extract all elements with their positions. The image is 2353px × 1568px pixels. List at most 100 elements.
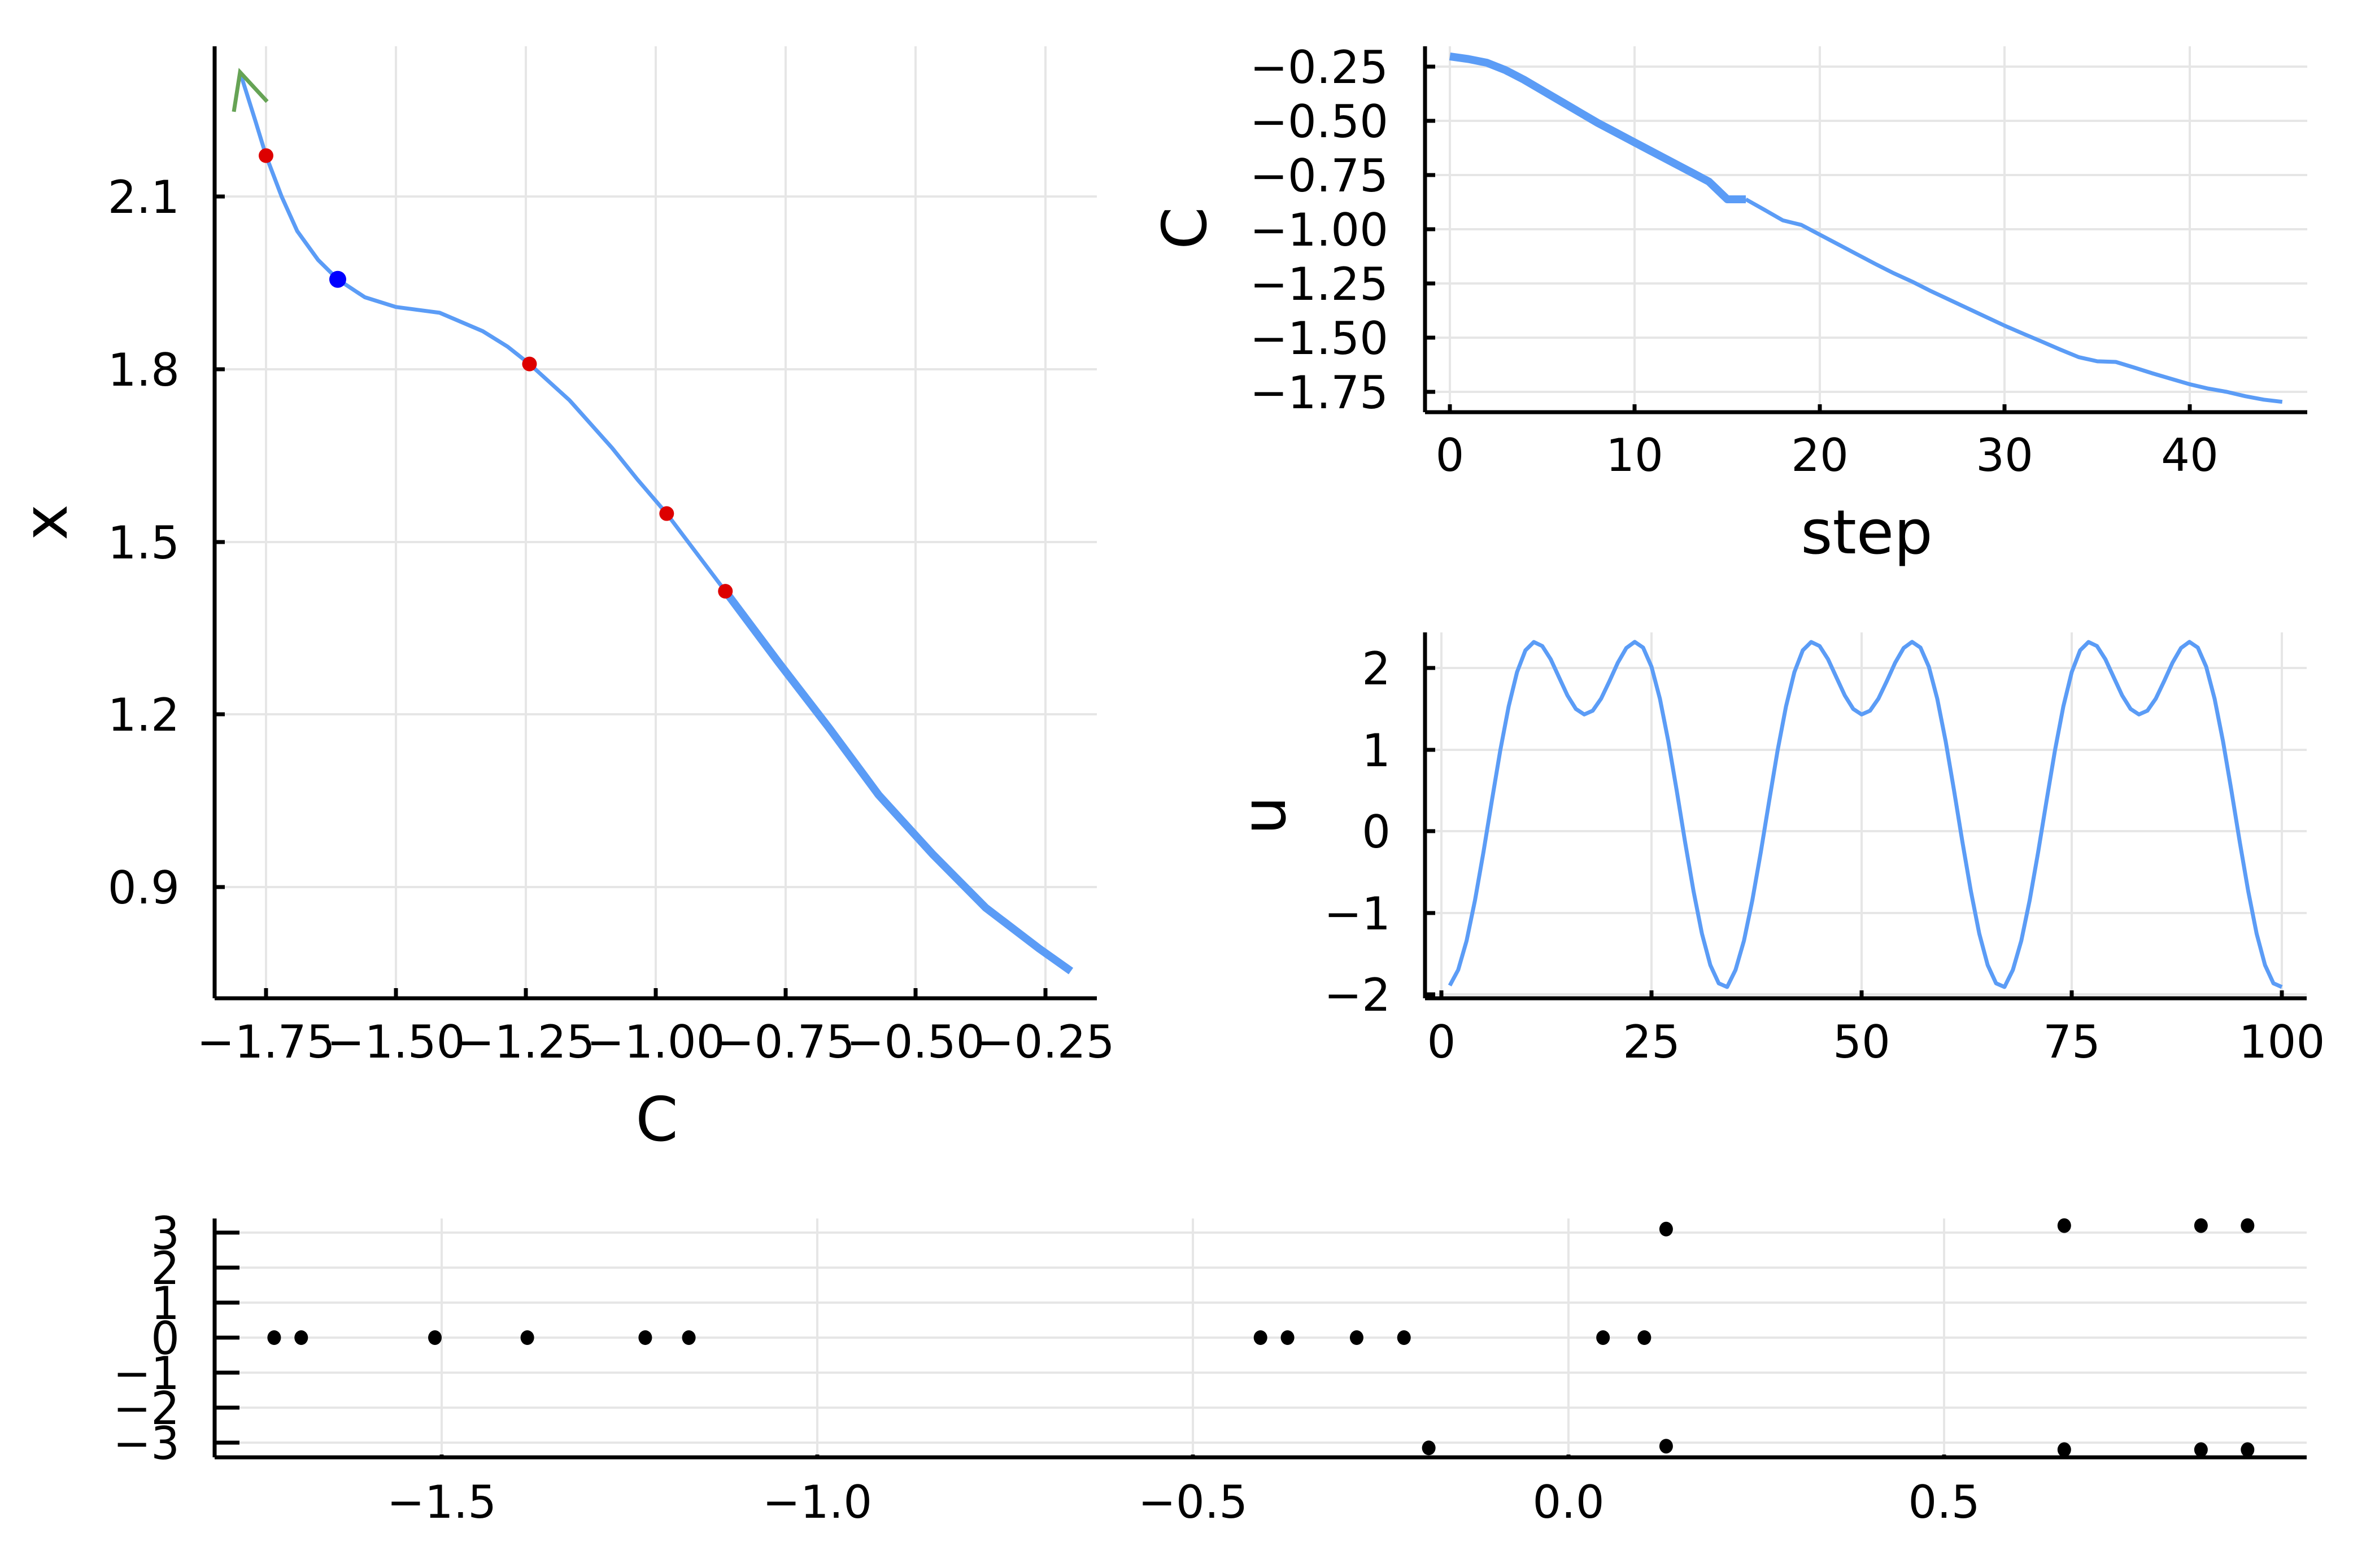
scatter-point xyxy=(1596,1330,1610,1345)
x-tick-label: −0.5 xyxy=(1138,1476,1248,1528)
x-tick-labels: −1.75 −1.50 −1.25 −1.00 −0.75 −0.50 −0.2… xyxy=(197,1016,1114,1068)
y-tick-label: −1.75 xyxy=(1250,366,1388,419)
series-layer xyxy=(232,68,1074,975)
panel-top-right-history: 0 10 20 30 40 −0.25 −0.50 −0.75 −1.00 −1… xyxy=(1150,41,2307,568)
grid xyxy=(1425,632,2307,998)
x-tick-label: 10 xyxy=(1606,429,1663,482)
special-point-marker xyxy=(659,506,674,521)
x-tick-label: 0.0 xyxy=(1532,1476,1604,1528)
x-tick-label: 30 xyxy=(1976,429,2033,482)
y-tick-labels: −0.25 −0.50 −0.75 −1.00 −1.25 −1.50 −1.7… xyxy=(1250,41,1388,419)
x-tick-labels: −1.5 −1.0 −0.5 0.0 0.5 xyxy=(387,1476,1980,1528)
scatter-point xyxy=(267,1330,281,1345)
scatter-point xyxy=(2057,1218,2071,1233)
scatter-point xyxy=(1397,1330,1411,1345)
y-tick-label: 1.8 xyxy=(108,344,180,396)
y-tick-labels: 2 1 0 −1 −2 xyxy=(1324,643,1391,1021)
scatter-point xyxy=(1659,1439,1673,1454)
special-point-marker xyxy=(522,356,537,372)
y-tick-label: −1 xyxy=(113,1347,180,1400)
line-series-C-history-thick xyxy=(1449,53,1746,204)
x-axis-label: step xyxy=(1801,497,1933,568)
x-tick-labels: 0 10 20 30 40 xyxy=(1436,429,2219,482)
scatter-point xyxy=(1280,1330,1295,1345)
tick-marks xyxy=(1425,64,2192,412)
y-axis-label: C xyxy=(1150,207,1221,249)
scatter-point xyxy=(1349,1330,1363,1345)
y-tick-label: −2 xyxy=(1324,969,1391,1021)
tick-marks xyxy=(1425,666,2284,998)
y-tick-label: 1.5 xyxy=(108,517,180,569)
line-series-branch xyxy=(238,71,727,593)
x-tick-label: −1.5 xyxy=(387,1476,496,1528)
scatter-point xyxy=(1659,1221,1673,1237)
direction-arrow-icon xyxy=(232,68,269,112)
y-tick-label: −1.00 xyxy=(1250,204,1388,256)
y-tick-label: 1.2 xyxy=(108,689,180,741)
x-tick-label: −1.75 xyxy=(197,1016,335,1068)
grid xyxy=(215,46,1097,998)
scatter-point xyxy=(682,1330,696,1345)
y-tick-label: 0 xyxy=(151,1312,180,1365)
scatter-point xyxy=(2241,1218,2255,1233)
special-point-marker xyxy=(259,148,273,163)
scatter-point xyxy=(1422,1440,1436,1456)
scatter-point xyxy=(2241,1442,2255,1457)
y-tick-label: −0.50 xyxy=(1250,95,1388,148)
x-tick-label: −1.0 xyxy=(762,1476,872,1528)
scatter-point xyxy=(2057,1442,2071,1457)
y-tick-label: −0.25 xyxy=(1250,41,1388,94)
x-tick-label: 100 xyxy=(2239,1016,2325,1068)
series-layer xyxy=(1448,640,2283,989)
scatter-point xyxy=(1637,1330,1652,1345)
tick-marks xyxy=(215,1230,1946,1457)
y-tick-label: −1 xyxy=(1324,888,1391,940)
x-tick-label: 20 xyxy=(1791,429,1849,482)
y-tick-labels: 3 2 1 0 −1 −2 −3 xyxy=(113,1207,180,1470)
x-tick-label: −1.25 xyxy=(456,1016,595,1068)
x-tick-label: 40 xyxy=(2161,429,2219,482)
panel-bottom-eigenvalues: −1.5 −1.0 −0.5 0.0 0.5 3 2 1 0 −1 −2 −3 xyxy=(113,1207,2307,1528)
y-tick-labels: 2.1 1.8 1.5 1.2 0.9 xyxy=(108,171,180,914)
y-axis-label: x xyxy=(11,504,81,540)
y-tick-label: 0 xyxy=(1362,806,1391,858)
y-tick-label: 1 xyxy=(151,1277,180,1330)
y-tick-label: 1 xyxy=(1362,724,1391,777)
special-point-marker xyxy=(718,584,733,599)
scatter-point xyxy=(2194,1218,2208,1233)
y-tick-label: 3 xyxy=(151,1207,180,1260)
x-tick-label: 50 xyxy=(1833,1016,1890,1068)
x-tick-label: −0.25 xyxy=(976,1016,1114,1068)
x-tick-label: 25 xyxy=(1623,1016,1680,1068)
y-tick-label: −1.25 xyxy=(1250,258,1388,311)
x-tick-label: 75 xyxy=(2043,1016,2101,1068)
y-tick-label: 2.1 xyxy=(108,171,180,224)
scatter-point xyxy=(520,1330,534,1345)
line-series-u xyxy=(1448,640,2283,989)
line-series-branch-thick xyxy=(722,588,1074,975)
y-tick-label: −3 xyxy=(113,1417,180,1470)
x-tick-label: −0.50 xyxy=(846,1016,984,1068)
x-tick-label: −1.50 xyxy=(326,1016,465,1068)
grid xyxy=(1425,46,2307,412)
grid xyxy=(215,1218,2307,1457)
tick-marks xyxy=(215,194,1048,998)
y-tick-label: 0.9 xyxy=(108,862,180,914)
x-tick-label: 0.5 xyxy=(1908,1476,1980,1528)
x-tick-label: 0 xyxy=(1427,1016,1456,1068)
y-tick-label: −0.75 xyxy=(1250,150,1388,202)
panel-left-bifurcation: −1.75 −1.50 −1.25 −1.00 −0.75 −0.50 −0.2… xyxy=(11,46,1115,1155)
y-tick-label: −1.50 xyxy=(1250,312,1388,365)
scatter-point xyxy=(638,1330,652,1345)
x-tick-label: −0.75 xyxy=(716,1016,855,1068)
series-layer xyxy=(267,1218,2255,1457)
x-tick-label: 0 xyxy=(1436,429,1465,482)
y-tick-label: −2 xyxy=(113,1382,180,1435)
scatter-point xyxy=(428,1330,442,1345)
series-layer xyxy=(1449,53,2283,404)
x-axis-label: C xyxy=(635,1085,678,1155)
scatter-point xyxy=(2194,1442,2208,1457)
x-tick-labels: 0 25 50 75 100 xyxy=(1427,1016,2325,1068)
y-tick-label: 2 xyxy=(1362,643,1391,695)
